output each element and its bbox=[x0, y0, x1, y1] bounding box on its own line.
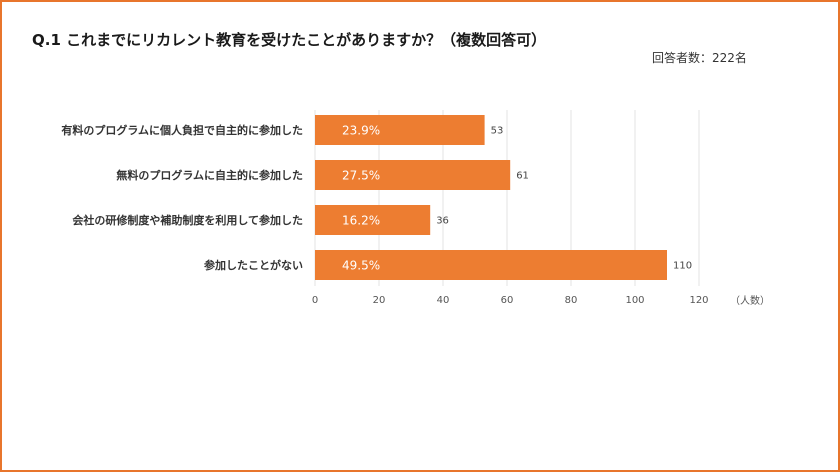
category-label: 有料のプログラムに個人負担で自主的に参加した bbox=[61, 123, 303, 137]
x-axis-unit: （人数） bbox=[730, 294, 770, 307]
x-tick-label: 60 bbox=[501, 295, 514, 306]
x-tick-label: 0 bbox=[312, 295, 318, 306]
x-tick-label: 120 bbox=[689, 295, 708, 306]
chart-title: Q.1 これまでにリカレント教育を受けたことがありますか？（複数回答可） bbox=[32, 31, 547, 49]
respondent-count: 回答者数：222名 bbox=[652, 51, 747, 65]
x-axis-ticks: 0 20 40 60 80 100 120 bbox=[312, 295, 709, 306]
x-tick-label: 100 bbox=[625, 295, 644, 306]
bar bbox=[315, 250, 667, 280]
category-label: 無料のプログラムに自主的に参加した bbox=[116, 168, 303, 182]
bars: 23.9% 53 27.5% 61 16.2% 36 49.5% 110 bbox=[315, 115, 692, 280]
bar-value-label: 61 bbox=[516, 171, 529, 182]
x-tick-label: 80 bbox=[565, 295, 578, 306]
x-tick-label: 40 bbox=[437, 295, 450, 306]
bar-value-label: 36 bbox=[436, 216, 449, 227]
bar-percent-label: 27.5% bbox=[342, 169, 380, 183]
bar-percent-label: 16.2% bbox=[342, 214, 380, 228]
category-labels: 有料のプログラムに個人負担で自主的に参加した無料のプログラムに自主的に参加した会… bbox=[61, 123, 303, 272]
bar-percent-label: 23.9% bbox=[342, 124, 380, 138]
bar bbox=[315, 205, 431, 235]
bar-value-label: 53 bbox=[491, 126, 504, 137]
bar bbox=[315, 115, 485, 145]
bar-percent-label: 49.5% bbox=[342, 259, 380, 273]
bar-value-label: 110 bbox=[673, 261, 692, 272]
category-label: 参加したことがない bbox=[204, 258, 303, 272]
bar bbox=[315, 160, 511, 190]
x-tick-label: 20 bbox=[373, 295, 386, 306]
category-label: 会社の研修制度や補助制度を利用して参加した bbox=[72, 213, 303, 227]
